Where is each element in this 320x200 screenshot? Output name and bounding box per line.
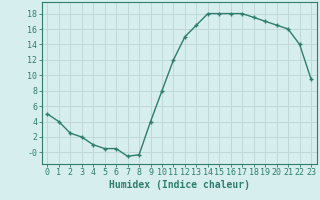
X-axis label: Humidex (Indice chaleur): Humidex (Indice chaleur) (109, 180, 250, 190)
